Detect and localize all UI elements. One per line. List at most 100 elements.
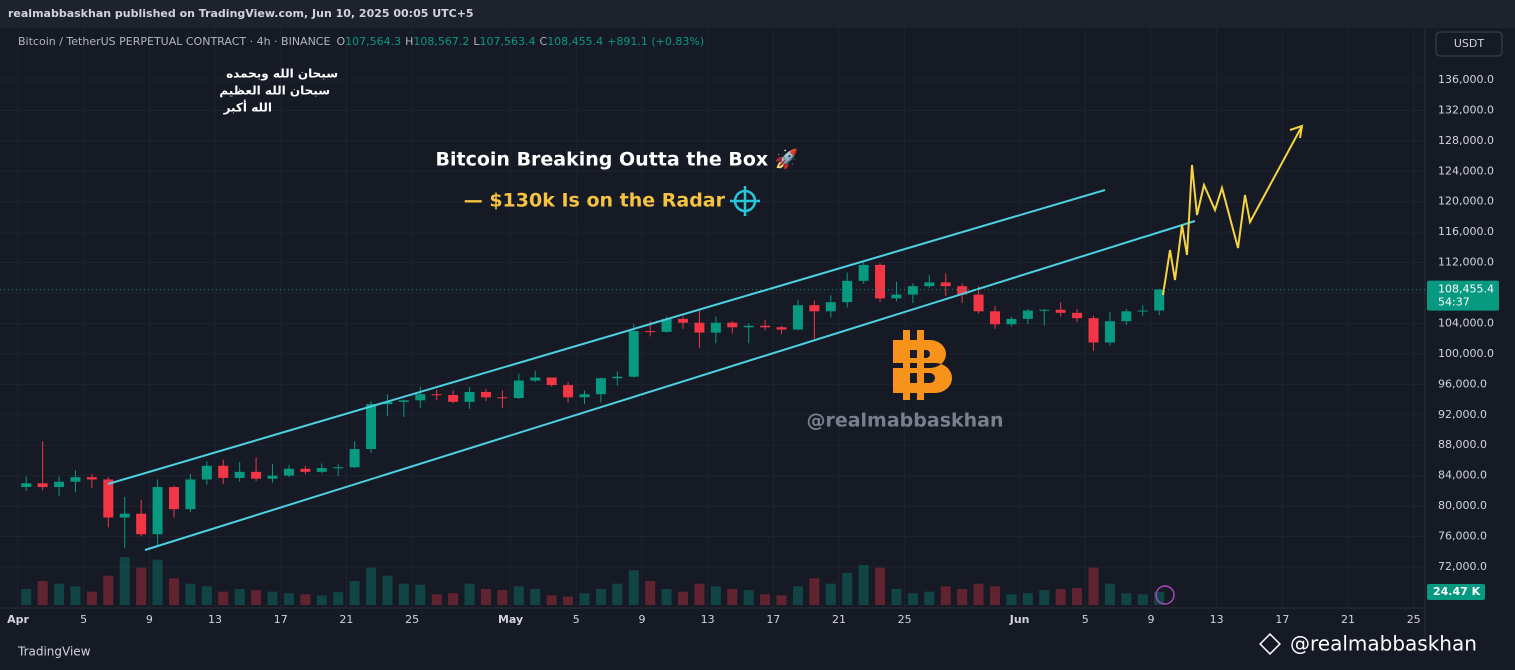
volume-bar [1039, 590, 1050, 605]
volume-tag [1427, 583, 1485, 600]
candle-body [924, 282, 935, 287]
candle-body [431, 394, 442, 396]
candle-body [480, 391, 491, 398]
x-tick-label: 5 [1082, 613, 1089, 626]
volume-bar [86, 591, 97, 605]
ohlc-key: O [336, 35, 345, 48]
candle-body [86, 477, 97, 480]
candle-body [1055, 309, 1066, 313]
candle-body [464, 391, 475, 402]
volume-bar [1006, 594, 1017, 605]
candle-body [661, 318, 672, 332]
volume-bar [891, 589, 902, 605]
legend: Bitcoin / TetherUS PERPETUAL CONTRACT · … [18, 35, 704, 48]
volume-bar [579, 593, 590, 605]
volume-pane [21, 557, 1165, 605]
candle-body [251, 471, 262, 479]
title: Bitcoin Breaking Outta the Box 🚀 [436, 148, 799, 171]
candles [21, 262, 1165, 548]
candle-body [546, 377, 557, 386]
volume-bar [513, 586, 524, 605]
candle-body [875, 264, 886, 299]
candle-body [37, 483, 48, 488]
symbol: Bitcoin / TetherUS PERPETUAL CONTRACT · … [18, 35, 330, 48]
candle-body [513, 380, 524, 399]
candle-body [300, 468, 311, 472]
candle-body [907, 286, 918, 295]
candle-body [218, 465, 229, 478]
volume-bar [563, 596, 574, 605]
volume-bar [103, 575, 114, 605]
arabic-line: سبحان الله وبحمده [226, 67, 338, 82]
x-tick-label: Apr [7, 613, 29, 626]
x-tick-label: 9 [638, 613, 645, 626]
candle-body [727, 322, 738, 328]
volume-bar [152, 559, 163, 605]
volume-bar [1072, 587, 1083, 605]
last-price: 108,455.4 [1438, 283, 1494, 296]
x-tick-label: 21 [339, 613, 353, 626]
volume-bar [218, 591, 229, 605]
change: +891.1 (+0.83%) [607, 35, 704, 48]
volume-bar [234, 589, 245, 605]
volume-bar [1088, 567, 1099, 605]
candle-body [1154, 289, 1165, 311]
candle-body [628, 331, 639, 377]
ohlc-value: 107,563.4 [480, 35, 536, 48]
x-tick-label: May [498, 613, 523, 626]
countdown: 54:37 [1438, 296, 1470, 309]
candle-body [201, 465, 212, 480]
volume-last: 24.47 K [1433, 585, 1481, 598]
axis-labels: 72,000.0 76,000.0 80,000.0 84,000.0 88,000.0… [7, 73, 1499, 626]
candle-body [366, 404, 377, 450]
candle-body [70, 477, 81, 482]
alert-icon[interactable] [1155, 585, 1175, 605]
volume-bar [973, 583, 984, 605]
volume-bar [858, 565, 869, 605]
candle-body [858, 264, 869, 281]
currency-button[interactable] [1435, 31, 1503, 57]
candle-body [809, 305, 820, 312]
candle-body [1006, 318, 1017, 325]
y-tick-label: 116,000.0 [1438, 225, 1494, 238]
candle-body [595, 378, 606, 395]
volume-bar [710, 586, 721, 605]
volume-bar [54, 583, 65, 605]
publisher: realmabbaskhan published on TradingView.… [8, 7, 474, 20]
candle-body [710, 322, 721, 333]
price-tag [1427, 280, 1499, 311]
candle-body [267, 475, 278, 479]
y-tick-label: 104,000.0 [1438, 316, 1494, 329]
channel [107, 189, 1196, 551]
projection-arrowhead [1289, 124, 1304, 139]
x-tick-label: 13 [208, 613, 222, 626]
bitcoin-logo [893, 330, 952, 400]
volume-bar [119, 557, 130, 605]
currency[interactable]: USDT [1454, 37, 1485, 50]
candle-body [21, 483, 32, 488]
volume-bar [70, 586, 81, 605]
volume-bar [1154, 591, 1165, 605]
candle-body [891, 294, 902, 299]
target-icon [730, 186, 760, 216]
volume-bar [398, 583, 409, 605]
arabic-line: الله أكبر [223, 100, 272, 115]
volume-bar [645, 581, 656, 605]
candle-body [776, 327, 787, 330]
volume-bar [694, 583, 705, 605]
volume-bar [924, 591, 935, 605]
credit: @realmabbaskhan [1290, 632, 1477, 656]
x-tick-label: 21 [1341, 613, 1355, 626]
candle-body [842, 280, 853, 303]
y-tick-label: 96,000.0 [1438, 377, 1487, 390]
volume-bar [825, 583, 836, 605]
volume-bar [792, 586, 803, 605]
candle-body [283, 468, 294, 476]
x-tick-label: 25 [1407, 613, 1421, 626]
volume-bar [201, 586, 212, 605]
volume-bar [333, 592, 344, 605]
volume-bar [136, 567, 147, 605]
bottom-bar [0, 640, 1515, 670]
y-tick-label: 124,000.0 [1438, 164, 1494, 177]
candle-body [760, 325, 771, 328]
